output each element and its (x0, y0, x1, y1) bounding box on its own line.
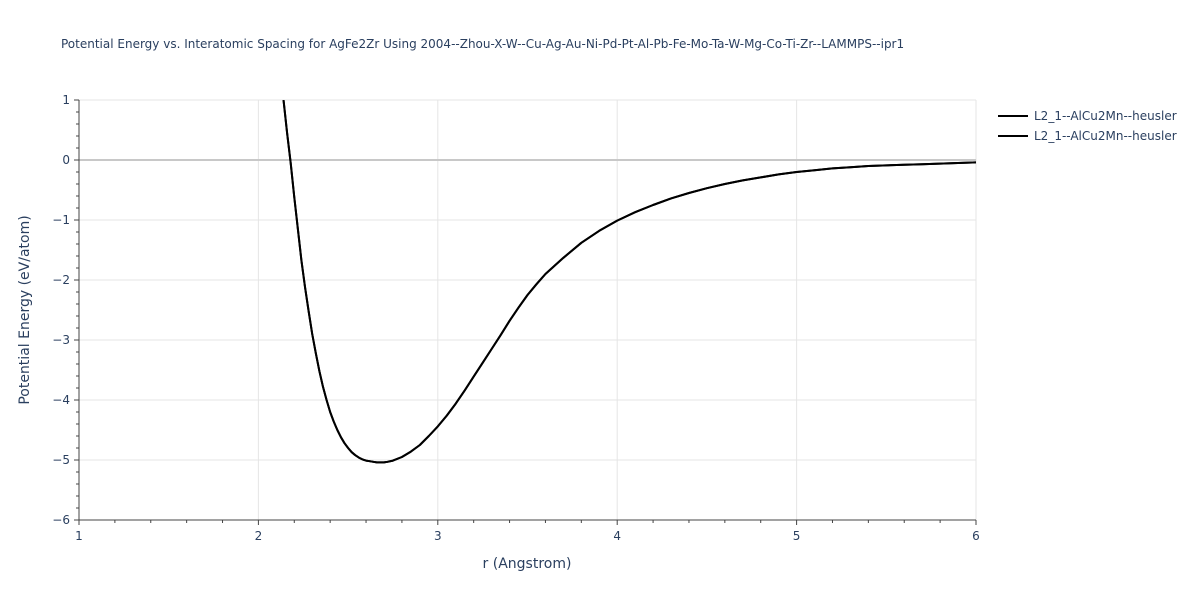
x-axis-title: r (Angstrom) (483, 556, 572, 572)
series-line (282, 100, 976, 464)
y-tick-label: −4 (52, 393, 70, 407)
y-tick-label: −5 (52, 453, 70, 467)
y-tick-label: −1 (52, 213, 70, 227)
series-line (282, 100, 976, 464)
legend-line-swatch (998, 115, 1028, 117)
y-tick-label: −2 (52, 273, 70, 287)
legend-label: L2_1--AlCu2Mn--heusler (1034, 129, 1177, 143)
x-tick-label: 5 (793, 529, 801, 543)
x-tick-label: 2 (255, 529, 263, 543)
legend-label: L2_1--AlCu2Mn--heusler (1034, 109, 1177, 123)
series-lines (282, 100, 976, 464)
legend-item[interactable]: L2_1--AlCu2Mn--heusler (998, 106, 1177, 126)
legend-line-swatch (998, 135, 1028, 137)
legend-item[interactable]: L2_1--AlCu2Mn--heusler (998, 126, 1177, 146)
tick-labels: 1 2 3 4 5 6 1 0 −1 −2 −3 −4 −5 −6 (52, 93, 980, 543)
axes (74, 99, 977, 525)
x-tick-label: 1 (75, 529, 83, 543)
x-tick-label: 4 (613, 529, 621, 543)
chart-title: Potential Energy vs. Interatomic Spacing… (61, 37, 905, 51)
legend: L2_1--AlCu2Mn--heusler L2_1--AlCu2Mn--he… (998, 106, 1177, 146)
y-axis-title: Potential Energy (eV/atom) (17, 215, 33, 404)
grid-lines (79, 99, 977, 520)
x-tick-label: 3 (434, 529, 442, 543)
y-tick-label: −6 (52, 513, 70, 527)
x-tick-label: 6 (972, 529, 980, 543)
y-tick-label: 1 (62, 93, 70, 107)
y-tick-label: 0 (62, 153, 70, 167)
y-tick-label: −3 (52, 333, 70, 347)
